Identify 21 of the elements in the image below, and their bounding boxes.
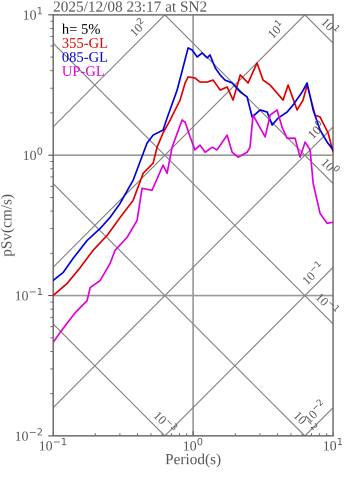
legend-title: h= 5% (62, 24, 100, 34)
text: UP-GL (62, 66, 104, 76)
annotation: 10$^{1}$ (321, 16, 341, 36)
annotation: 10$^{0}$ (321, 156, 341, 176)
x-tick-label: 10$^{1}$ (324, 438, 342, 451)
y-tick-label: 10$^{−2}$ (16, 428, 42, 441)
annotation: 10$^{−1}$ (300, 260, 325, 285)
y-tick-label: 10$^{1}$ (24, 7, 42, 20)
y-tick-label: 10$^{0}$ (24, 147, 42, 160)
y-axis-title: pSv(cm/s) (0, 194, 15, 257)
chart-title: 2025/12/08 23:17 at SN2 (54, 1, 206, 12)
y-tick-label: 10$^{−1}$ (16, 288, 42, 300)
text: 355-GL (62, 38, 108, 48)
annotation: 10$^{0}$ (306, 119, 326, 140)
text: 085-GL (62, 52, 108, 62)
x-tick-label: 10$^{−1}$ (40, 438, 66, 451)
annotation: 10$^{−3}$ (153, 409, 178, 434)
annotation: 10$^{2}$ (128, 17, 148, 37)
x-axis-title: Period(s) (166, 454, 220, 468)
x-tick-label: 10$^{0}$ (184, 438, 202, 451)
annotation: 10$^{1}$ (266, 19, 286, 39)
